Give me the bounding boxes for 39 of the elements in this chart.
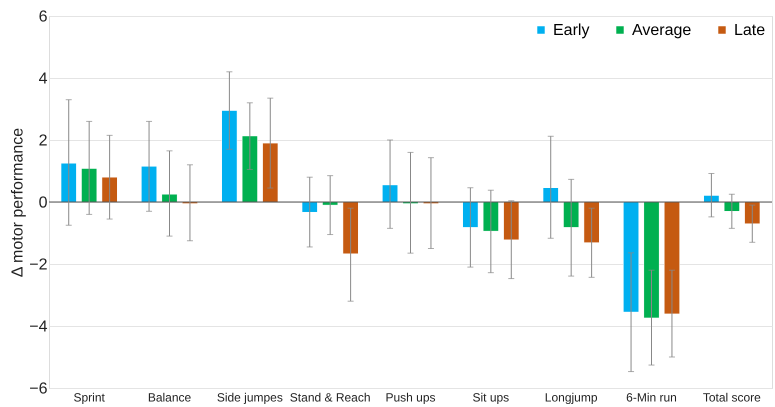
- bar: [81, 168, 98, 202]
- bar: [141, 166, 157, 202]
- x-tick-label: Longjump: [544, 390, 598, 404]
- bar: [342, 202, 359, 254]
- x-tick-label: Balance: [148, 390, 192, 404]
- legend-label: Late: [734, 22, 766, 39]
- bar: [563, 202, 580, 228]
- y-tick-label: 4: [38, 70, 48, 88]
- bar: [382, 184, 398, 202]
- x-tick-label: Sprint: [73, 390, 106, 404]
- x-tick-label: Stand & Reach: [290, 390, 371, 404]
- x-tick-label: Push ups: [385, 390, 436, 404]
- x-tick-label: Sit ups: [472, 390, 510, 404]
- y-tick-label: −4: [29, 318, 48, 336]
- y-tick-label: 6: [38, 8, 48, 26]
- x-tick-label: Total score: [702, 390, 762, 404]
- bar: [664, 202, 680, 314]
- x-tick-label: 6-Min run: [626, 390, 677, 404]
- bar: [462, 202, 478, 228]
- bar: [242, 136, 258, 202]
- legend-label: Average: [632, 22, 692, 39]
- bar: [584, 202, 600, 243]
- y-tick-label: 0: [38, 194, 48, 212]
- bar: [482, 202, 499, 232]
- bar: [542, 187, 559, 202]
- y-tick-label: −2: [29, 256, 48, 274]
- y-tick-label: 2: [38, 132, 48, 150]
- bar: [503, 202, 520, 240]
- bar: [221, 110, 238, 202]
- bar: [262, 142, 278, 202]
- bar: [744, 202, 760, 224]
- y-tick-label: −6: [29, 380, 48, 398]
- legend-label: Early: [553, 22, 590, 39]
- y-axis-title: Δ motor performance: [9, 128, 26, 278]
- bar: [60, 163, 77, 202]
- x-tick-label: Side jumpes: [216, 390, 283, 404]
- bar: [644, 202, 660, 318]
- bar: [623, 202, 639, 312]
- bar: [102, 176, 118, 202]
